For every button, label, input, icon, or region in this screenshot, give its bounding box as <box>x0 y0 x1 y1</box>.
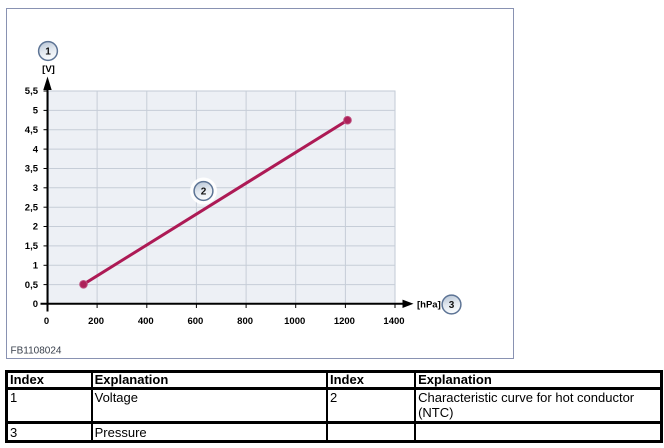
svg-text:600: 600 <box>187 316 203 327</box>
svg-text:1000: 1000 <box>284 316 305 327</box>
svg-text:0: 0 <box>33 299 38 310</box>
svg-text:1: 1 <box>33 261 39 272</box>
svg-text:800: 800 <box>237 316 253 327</box>
svg-text:1,5: 1,5 <box>25 241 39 252</box>
svg-text:5: 5 <box>33 106 39 117</box>
svg-text:[hPa]: [hPa] <box>417 299 441 310</box>
svg-text:2,5: 2,5 <box>25 202 39 213</box>
svg-text:400: 400 <box>138 316 154 327</box>
svg-text:4: 4 <box>33 144 39 155</box>
svg-text:0,5: 0,5 <box>25 280 39 291</box>
svg-text:3,5: 3,5 <box>25 164 39 175</box>
svg-text:5,5: 5,5 <box>25 86 39 97</box>
svg-text:0: 0 <box>44 316 49 327</box>
svg-text:200: 200 <box>88 316 104 327</box>
svg-text:3: 3 <box>33 183 38 194</box>
svg-text:2: 2 <box>33 222 38 233</box>
svg-text:FB1108024: FB1108024 <box>11 346 62 357</box>
svg-text:3: 3 <box>449 300 455 311</box>
svg-text:4,5: 4,5 <box>25 125 39 136</box>
svg-text:1200: 1200 <box>334 316 355 327</box>
svg-text:1400: 1400 <box>383 316 404 327</box>
svg-text:1: 1 <box>45 47 51 58</box>
svg-text:2: 2 <box>201 187 207 198</box>
svg-text:[V]: [V] <box>42 64 55 75</box>
